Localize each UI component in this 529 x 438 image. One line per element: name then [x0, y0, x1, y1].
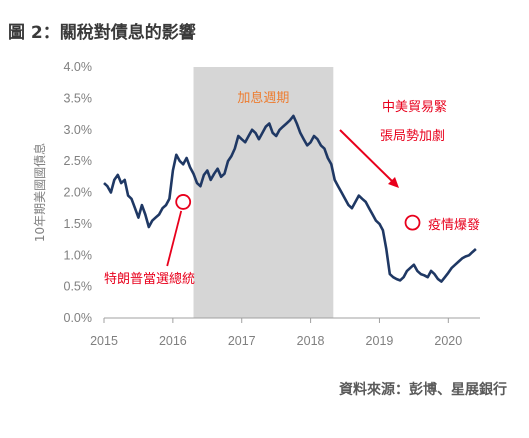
y-tick-label: 1.0% [64, 248, 93, 262]
x-tick-label: 2017 [228, 334, 256, 348]
trump-arrow-line [166, 210, 183, 267]
x-tick-label: 2018 [297, 334, 325, 348]
shaded-period-band [193, 67, 334, 318]
y-tick-label: 0.5% [64, 280, 93, 294]
trump-annotation-label: 特朗普當選總統 [104, 271, 195, 287]
trump-marker-circle [175, 194, 192, 210]
x-tick-label: 2015 [90, 334, 118, 348]
pandemic-marker-circle [404, 214, 421, 231]
x-tick-label: 2019 [366, 334, 394, 348]
page-title: 圖 2：關稅對債息的影響 [8, 23, 196, 43]
yield-series-line [103, 114, 477, 283]
trade-annotation-label: 中美貿易緊 [382, 100, 447, 115]
y-tick-label: 1.5% [64, 217, 93, 231]
trade-arrow-line [339, 129, 395, 184]
y-tick-label: 2.5% [64, 154, 93, 168]
y-axis-label: 10年期美國國債息 [32, 143, 47, 242]
y-tick-label: 2.0% [64, 186, 93, 200]
trade-arrow-head [388, 177, 399, 188]
source-note: 資料來源：彭博、星展銀行 [339, 382, 507, 398]
shaded-period-label: 加息週期 [237, 90, 289, 106]
y-tick-label: 3.5% [64, 91, 93, 105]
pandemic-annotation-label: 疫情爆發 [428, 217, 480, 233]
y-tick-label: 0.0% [64, 311, 93, 325]
x-tick-label: 2020 [434, 334, 462, 348]
trade-annotation-label-line2: 張局勢加劇 [380, 129, 445, 144]
x-tick-label: 2016 [159, 334, 187, 348]
y-tick-label: 3.0% [64, 123, 93, 137]
y-tick-label: 4.0% [64, 60, 93, 74]
